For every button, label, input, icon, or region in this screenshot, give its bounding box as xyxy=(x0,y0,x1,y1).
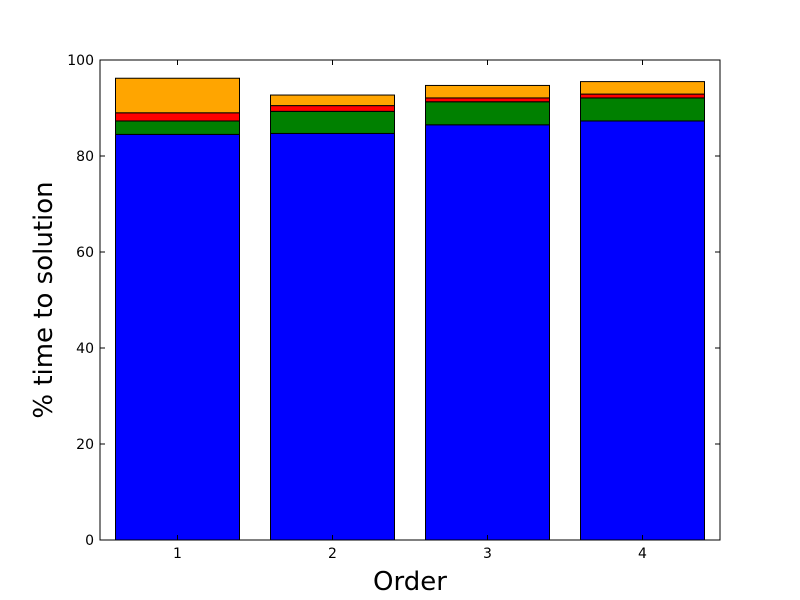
bar-segment-4-series-3 xyxy=(580,93,705,99)
bar-segment-2-series-1 xyxy=(270,132,395,541)
bar-segment-4-series-4 xyxy=(580,81,705,95)
bar-segment-2-series-2 xyxy=(270,110,395,134)
bars-layer xyxy=(115,77,705,541)
y-tick-label-0: 0 xyxy=(85,533,94,549)
bar-segment-3-series-3 xyxy=(425,97,550,103)
x-tick-label-3: 3 xyxy=(483,546,492,562)
bar-segment-3-series-4 xyxy=(425,84,550,99)
y-tick-label-80: 80 xyxy=(76,149,94,165)
bar-segment-4-series-1 xyxy=(580,120,705,541)
y-tick-label-40: 40 xyxy=(76,341,94,357)
bar-segment-3-series-1 xyxy=(425,124,550,541)
bar-segment-2-series-4 xyxy=(270,94,395,107)
bar-segment-2-series-3 xyxy=(270,105,395,112)
x-tick-label-4: 4 xyxy=(638,546,647,562)
bar-segment-3-series-2 xyxy=(425,101,550,126)
y-tick-label-20: 20 xyxy=(76,437,94,453)
bar-segment-1-series-4 xyxy=(115,77,240,114)
x-axis-title: Order xyxy=(373,567,447,597)
ticks-layer: 0 20 40 60 80 100 1 2 3 4 xyxy=(67,53,720,562)
bar-segment-1-series-2 xyxy=(115,120,240,135)
bar-segment-1-series-3 xyxy=(115,112,240,122)
y-tick-label-60: 60 xyxy=(76,245,94,261)
plot-frame xyxy=(99,59,721,541)
bar-segment-1-series-1 xyxy=(115,133,240,541)
y-axis-title: % time to solution xyxy=(29,181,59,418)
bar-segment-4-series-2 xyxy=(580,97,705,122)
x-tick-label-1: 1 xyxy=(173,546,182,562)
y-tick-label-100: 100 xyxy=(67,53,94,69)
x-tick-label-2: 2 xyxy=(328,546,337,562)
